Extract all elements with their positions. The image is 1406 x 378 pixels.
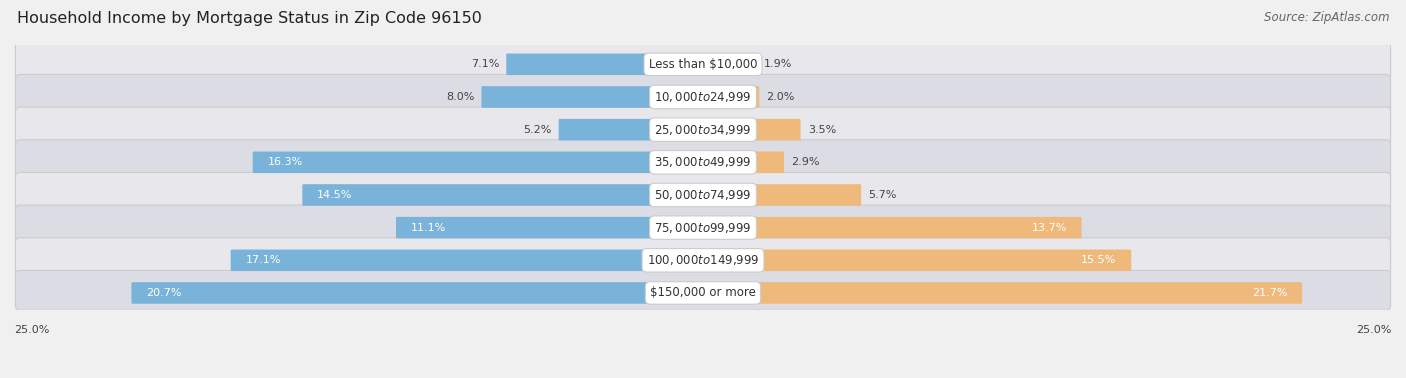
Text: $10,000 to $24,999: $10,000 to $24,999 <box>654 90 752 104</box>
Text: 3.5%: 3.5% <box>807 125 837 135</box>
FancyBboxPatch shape <box>702 249 1132 271</box>
FancyBboxPatch shape <box>506 54 704 75</box>
Text: Less than $10,000: Less than $10,000 <box>648 58 758 71</box>
Text: 17.1%: 17.1% <box>246 255 281 265</box>
Text: 2.9%: 2.9% <box>792 157 820 167</box>
FancyBboxPatch shape <box>702 86 759 108</box>
FancyBboxPatch shape <box>15 42 1391 82</box>
Text: $150,000 or more: $150,000 or more <box>650 287 756 299</box>
FancyBboxPatch shape <box>558 119 704 140</box>
Text: 14.5%: 14.5% <box>318 190 353 200</box>
FancyBboxPatch shape <box>15 205 1391 245</box>
Text: 20.7%: 20.7% <box>146 288 181 298</box>
FancyBboxPatch shape <box>702 217 1081 239</box>
Text: 7.1%: 7.1% <box>471 59 499 69</box>
FancyBboxPatch shape <box>231 249 704 271</box>
FancyBboxPatch shape <box>15 107 1391 147</box>
Text: 13.7%: 13.7% <box>1032 223 1067 232</box>
FancyBboxPatch shape <box>396 217 704 239</box>
Text: 21.7%: 21.7% <box>1251 288 1288 298</box>
Text: 1.9%: 1.9% <box>763 59 792 69</box>
Text: 2.0%: 2.0% <box>766 92 794 102</box>
FancyBboxPatch shape <box>481 86 704 108</box>
Text: 5.7%: 5.7% <box>869 190 897 200</box>
FancyBboxPatch shape <box>15 140 1391 180</box>
Text: Source: ZipAtlas.com: Source: ZipAtlas.com <box>1264 11 1389 24</box>
Text: 8.0%: 8.0% <box>446 92 474 102</box>
FancyBboxPatch shape <box>253 152 704 173</box>
Text: 25.0%: 25.0% <box>14 325 49 335</box>
FancyBboxPatch shape <box>15 74 1391 114</box>
Text: Household Income by Mortgage Status in Zip Code 96150: Household Income by Mortgage Status in Z… <box>17 11 482 26</box>
Text: $100,000 to $149,999: $100,000 to $149,999 <box>647 253 759 267</box>
FancyBboxPatch shape <box>131 282 704 304</box>
FancyBboxPatch shape <box>702 282 1302 304</box>
FancyBboxPatch shape <box>15 238 1391 277</box>
FancyBboxPatch shape <box>702 152 785 173</box>
FancyBboxPatch shape <box>702 54 756 75</box>
FancyBboxPatch shape <box>15 172 1391 212</box>
Text: 11.1%: 11.1% <box>411 223 446 232</box>
FancyBboxPatch shape <box>702 184 862 206</box>
Text: $25,000 to $34,999: $25,000 to $34,999 <box>654 122 752 136</box>
Text: $35,000 to $49,999: $35,000 to $49,999 <box>654 155 752 169</box>
Text: 5.2%: 5.2% <box>523 125 551 135</box>
Text: 25.0%: 25.0% <box>1357 325 1392 335</box>
Text: $50,000 to $74,999: $50,000 to $74,999 <box>654 188 752 202</box>
Text: 16.3%: 16.3% <box>267 157 302 167</box>
Text: $75,000 to $99,999: $75,000 to $99,999 <box>654 221 752 235</box>
FancyBboxPatch shape <box>702 119 800 140</box>
FancyBboxPatch shape <box>15 270 1391 310</box>
Text: 15.5%: 15.5% <box>1081 255 1116 265</box>
FancyBboxPatch shape <box>302 184 704 206</box>
